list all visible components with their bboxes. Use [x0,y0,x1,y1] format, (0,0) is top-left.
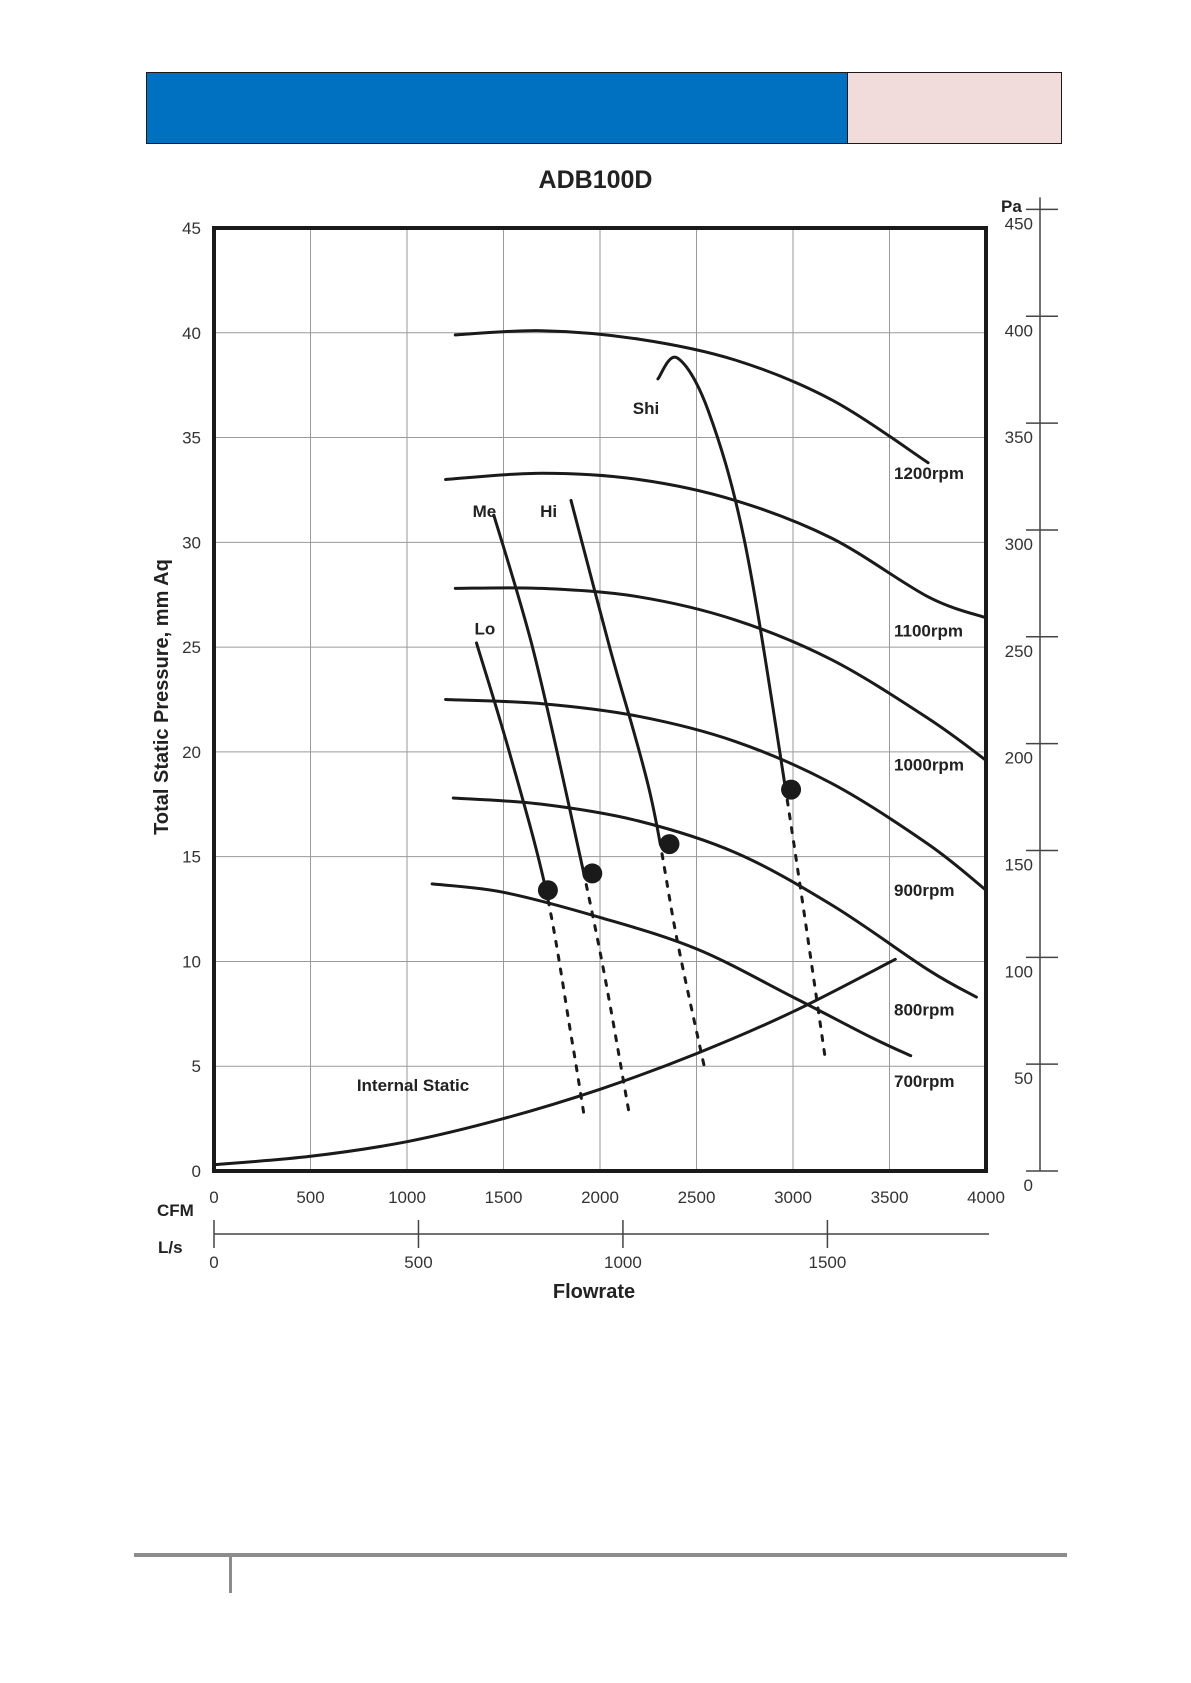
footer-tick [229,1555,232,1593]
header-bar [146,72,1062,144]
y-tick-label-15: 15 [182,848,201,867]
plot-frame [212,226,988,1173]
speed-curve-900rpm [444,698,988,892]
header-blue-panel [147,73,847,143]
x-tick-label-4000: 4000 [967,1188,1005,1207]
speed-curve-label-700rpm: 700rpm [894,1072,954,1091]
y-tick-label-25: 25 [182,638,201,657]
x-tick-label-2000: 2000 [581,1188,619,1207]
y-tick-label-0: 0 [192,1162,201,1181]
y2-tick-label-250: 250 [1005,642,1033,661]
speed-curve-700rpm [430,882,913,1058]
speed-curve-label-1100rpm: 1100rpm [894,621,963,640]
internal-static-curve [212,957,897,1167]
speed-curve-label-1000rpm: 1000rpm [894,755,964,774]
system-curve-Me [492,513,631,1114]
y-tick-label-35: 35 [182,429,201,448]
grid-layer [214,228,986,1171]
operating-point-4 [781,779,802,800]
y2-tick-label-100: 100 [1005,962,1033,981]
internal-static-label: Internal Static [357,1076,469,1095]
y2-tick-label-350: 350 [1005,428,1033,447]
x2-tick-label-500: 500 [404,1253,432,1272]
system-curve-label-Me: Me [473,502,497,521]
x-tick-label-1000: 1000 [388,1188,426,1207]
system-curve-Hi [569,498,706,1068]
footer-rule [134,1553,1067,1557]
x-unit-cfm: CFM [157,1201,194,1220]
chart-title: ADB100D [538,166,653,194]
system-curve-Lo [475,641,587,1121]
curve-layer [212,329,988,1167]
y-unit-pa: Pa [1001,197,1022,216]
speed-curve-label-900rpm: 900rpm [894,881,954,900]
y-tick-label-5: 5 [192,1057,201,1076]
system-curve-label-Lo: Lo [475,619,496,638]
operating-point-3 [659,834,680,855]
system-curve-label-Shi: Shi [633,399,659,418]
system-curve-Shi [656,355,828,1064]
y2-tick-label-400: 400 [1005,321,1033,340]
x2-tick-label-1000: 1000 [604,1253,642,1272]
operating-point-1 [537,880,558,901]
x2-tick-label-1500: 1500 [809,1253,847,1272]
speed-curve-800rpm [451,796,978,999]
y-tick-label-30: 30 [182,533,201,552]
x-axis-title: Flowrate [553,1281,635,1303]
y-tick-label-10: 10 [182,952,201,971]
x-tick-label-0: 0 [209,1188,218,1207]
speed-curve-1100rpm [444,471,988,620]
x-tick-label-1500: 1500 [485,1188,523,1207]
y2-tick-label-0: 0 [1024,1176,1033,1195]
header-pink-panel [847,73,1061,143]
y2-tick-label-300: 300 [1005,535,1033,554]
y2-tick-label-50: 50 [1014,1069,1033,1088]
y-tick-label-20: 20 [182,743,201,762]
speed-curve-label-1200rpm: 1200rpm [894,464,964,483]
speed-curve-1200rpm [453,329,930,465]
speed-curve-label-800rpm: 800rpm [894,1001,954,1020]
y2-tick-label-200: 200 [1005,749,1033,768]
x-tick-label-3500: 3500 [871,1188,909,1207]
system-curve-label-Hi: Hi [540,502,557,521]
label-layer: 1200rpm 1100rpm 1000rpm 900rpm 800rpm 700rpm L… [357,399,964,1095]
y-tick-label-45: 45 [182,219,201,238]
point-layer [537,779,802,901]
y2-tick-label-150: 150 [1005,855,1033,874]
x-unit-ls: L/s [158,1238,183,1257]
x-tick-label-2500: 2500 [678,1188,716,1207]
y-axis-title: Total Static Pressure, mm Aq [151,559,173,835]
speed-curve-1000rpm [453,586,988,762]
x-tick-label-500: 500 [296,1188,324,1207]
x-tick-label-3000: 3000 [774,1188,812,1207]
operating-point-2 [582,863,603,884]
y2-tick-label-450: 450 [1005,214,1033,233]
x2-tick-label-0: 0 [209,1253,218,1272]
y-tick-label-40: 40 [182,324,201,343]
